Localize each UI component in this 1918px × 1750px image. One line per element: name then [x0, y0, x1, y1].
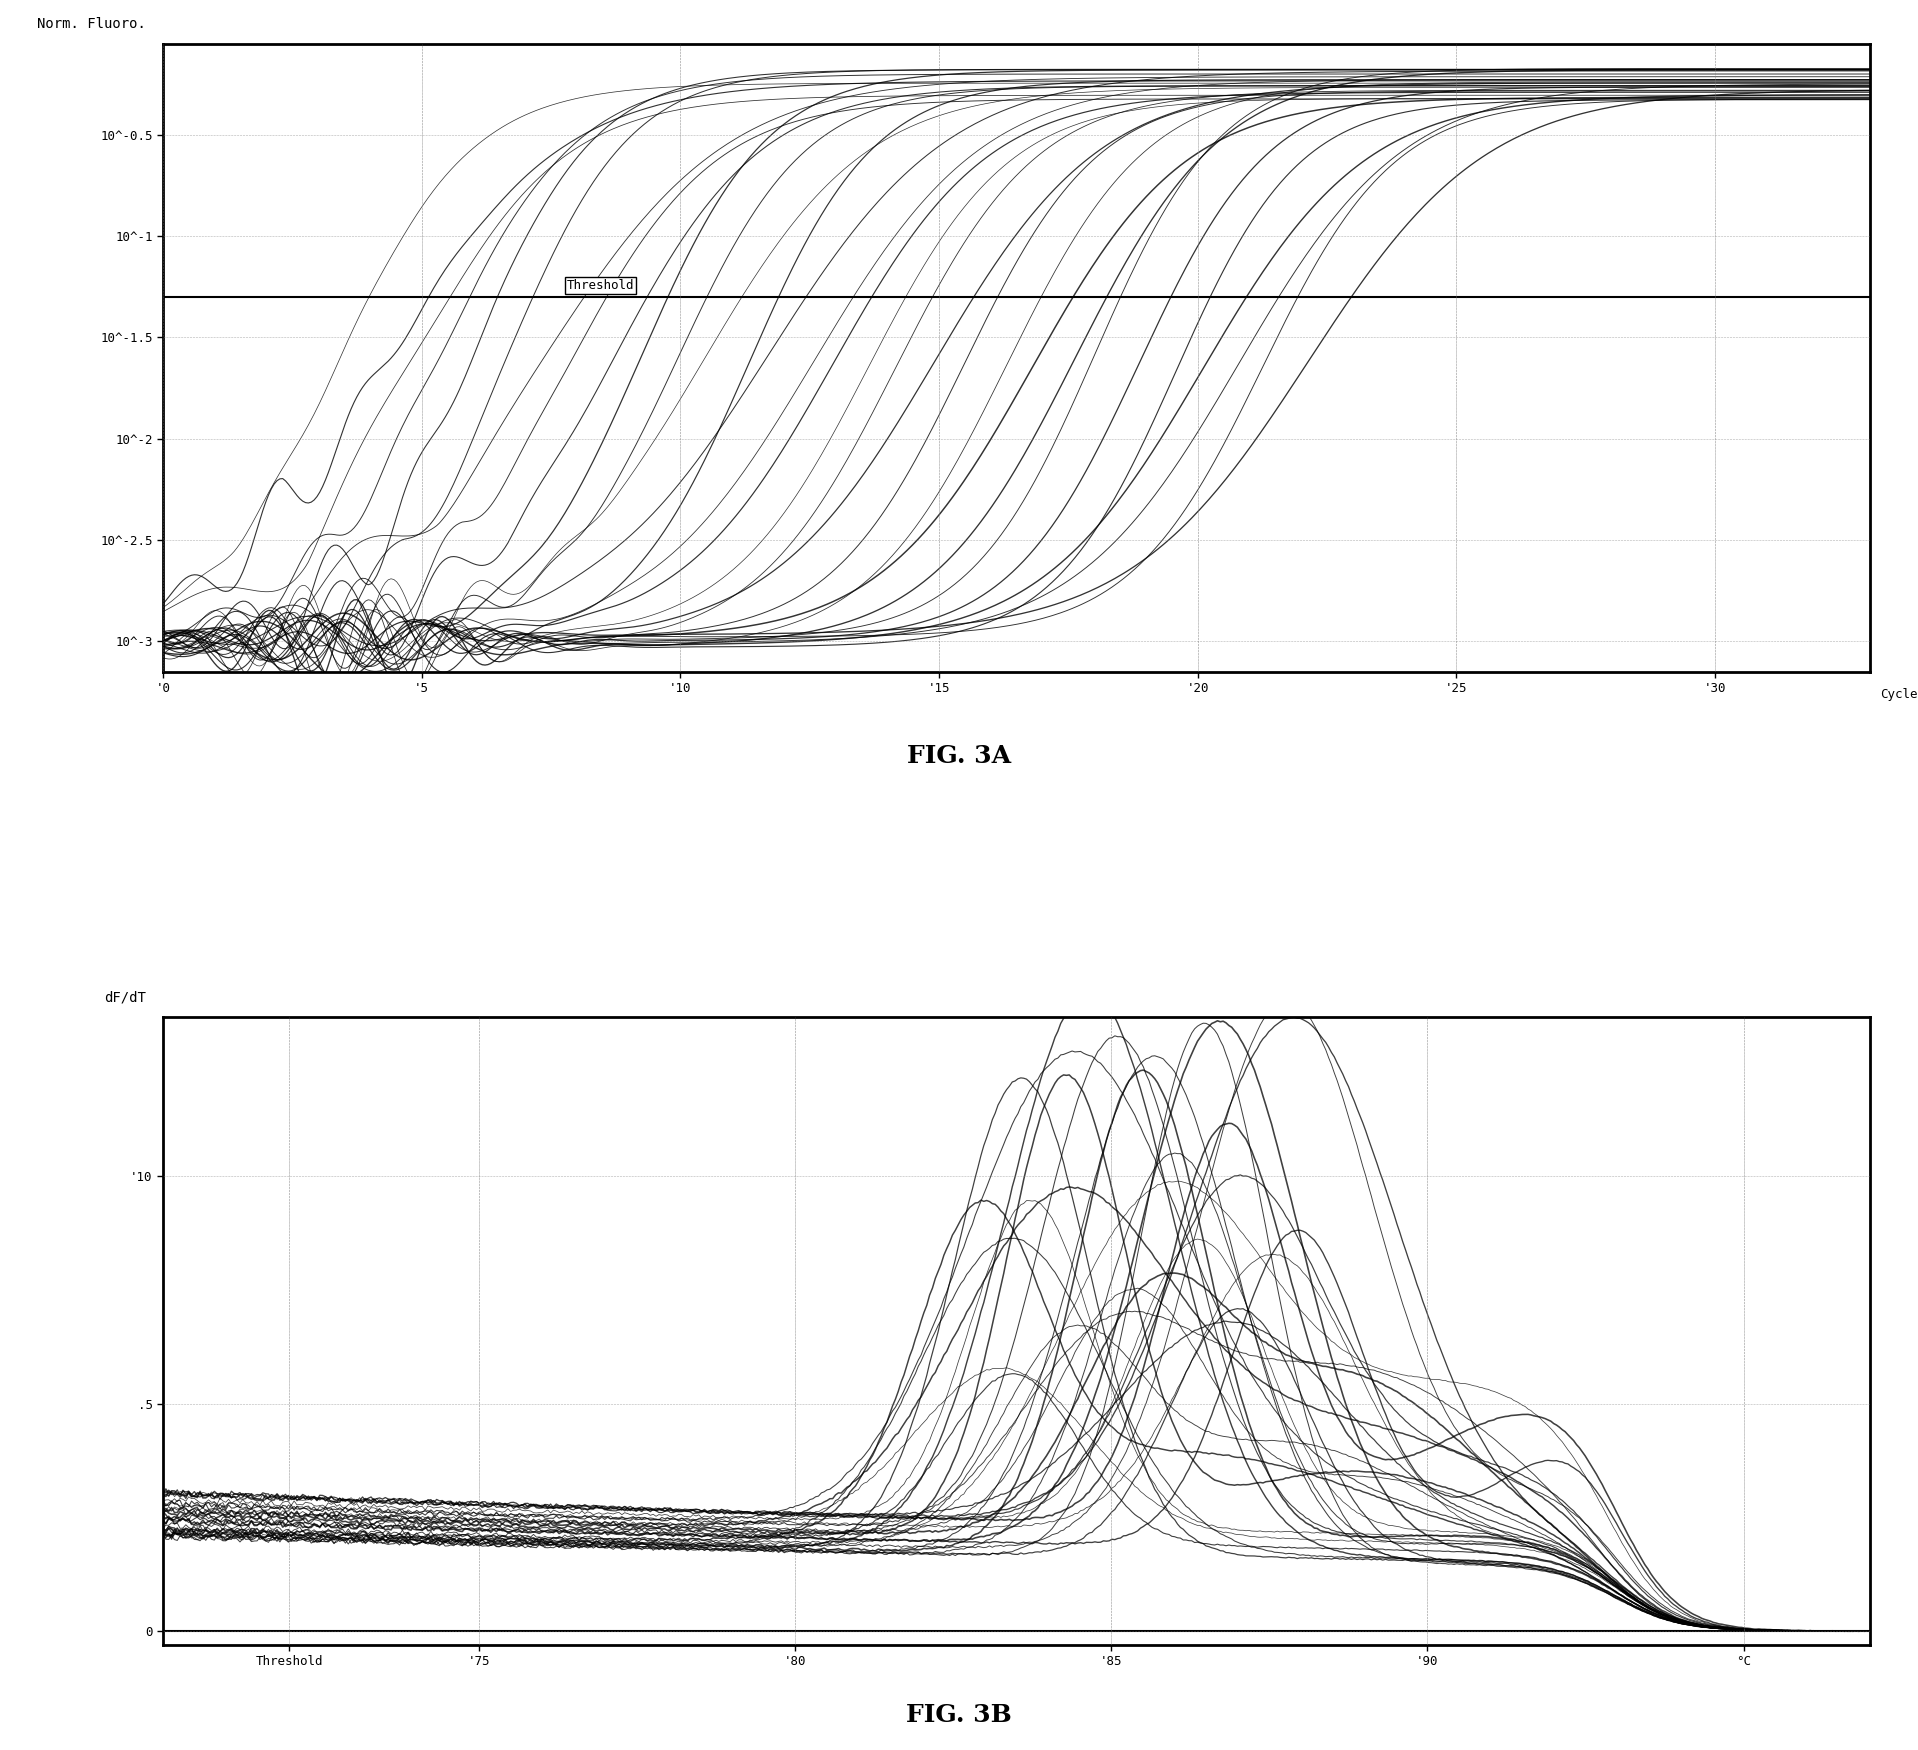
Text: FIG. 3A: FIG. 3A: [907, 744, 1011, 768]
Text: Cycle: Cycle: [1880, 688, 1918, 702]
Text: Threshold: Threshold: [566, 278, 635, 292]
Text: dF/dT: dF/dT: [104, 990, 146, 1004]
Text: FIG. 3B: FIG. 3B: [905, 1703, 1013, 1727]
Text: Norm. Fluoro.: Norm. Fluoro.: [36, 18, 146, 31]
